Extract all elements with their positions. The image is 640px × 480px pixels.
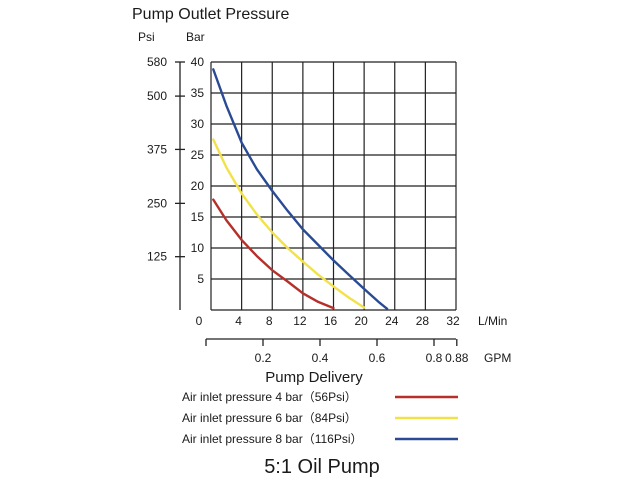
psi-tick-label: 125 [147, 250, 167, 264]
lpm-tick-label: 32 [446, 314, 460, 328]
lpm-tick-label: 20 [354, 314, 368, 328]
lpm-tick-label: 12 [293, 314, 307, 328]
psi-axis: 580 500 375 250 125 [147, 55, 185, 310]
psi-tick-label: 500 [147, 89, 167, 103]
gpm-tick-label: 0.8 [426, 351, 443, 365]
bar-tick-label: 40 [191, 55, 205, 69]
psi-tick-label: 250 [147, 196, 167, 210]
bar-tick-label: 25 [191, 148, 205, 162]
bar-tick-label: 30 [191, 117, 205, 131]
x-axis-title: Pump Delivery [265, 369, 363, 386]
psi-tick-label: 375 [147, 142, 167, 156]
legend-label: Air inlet pressure 4 bar（56Psi） [182, 390, 357, 404]
gpm-tick-label: 0.88 [445, 351, 469, 365]
lpm-tick-label: 28 [416, 314, 430, 328]
series-lines [212, 68, 389, 310]
psi-tick-label: 580 [147, 55, 167, 69]
lpm-tick-label: 24 [385, 314, 399, 328]
gpm-tick-label: 0.2 [255, 351, 272, 365]
lpm-tick-labels: 0 4 8 12 16 20 24 28 32 [196, 314, 460, 328]
chart-caption: 5:1 Oil Pump [264, 456, 380, 478]
legend: Air inlet pressure 4 bar（56Psi） Air inlet… [182, 390, 458, 446]
lpm-unit-label: L/Min [478, 314, 507, 328]
series-line-1 [212, 198, 335, 310]
chart-title: Pump Outlet Pressure [132, 6, 290, 23]
lpm-tick-label: 8 [266, 314, 273, 328]
lpm-tick-label: 4 [235, 314, 242, 328]
bar-tick-label: 10 [191, 241, 205, 255]
bar-tick-label: 35 [191, 86, 205, 100]
psi-axis-label: Psi [138, 30, 155, 44]
series-line-3 [212, 68, 389, 310]
bar-axis-label: Bar [186, 30, 205, 44]
legend-label: Air inlet pressure 6 bar（84Psi） [182, 411, 357, 425]
gpm-unit-label: GPM [484, 351, 511, 365]
bar-tick-label: 5 [197, 272, 204, 286]
bar-tick-label: 20 [191, 179, 205, 193]
legend-label: Air inlet pressure 8 bar（116Psi） [182, 432, 363, 446]
bar-tick-label: 15 [191, 210, 205, 224]
bar-tick-labels: 5 10 15 20 25 30 35 40 [191, 55, 205, 286]
gpm-tick-label: 0.4 [312, 351, 329, 365]
plot-grid [210, 61, 457, 311]
gpm-tick-label: 0.6 [369, 351, 386, 365]
lpm-tick-label: 16 [324, 314, 338, 328]
gpm-axis: 0.2 0.4 0.6 0.8 0.88 [205, 338, 469, 365]
series-line-2 [212, 138, 366, 309]
lpm-tick-label: 0 [196, 314, 203, 328]
